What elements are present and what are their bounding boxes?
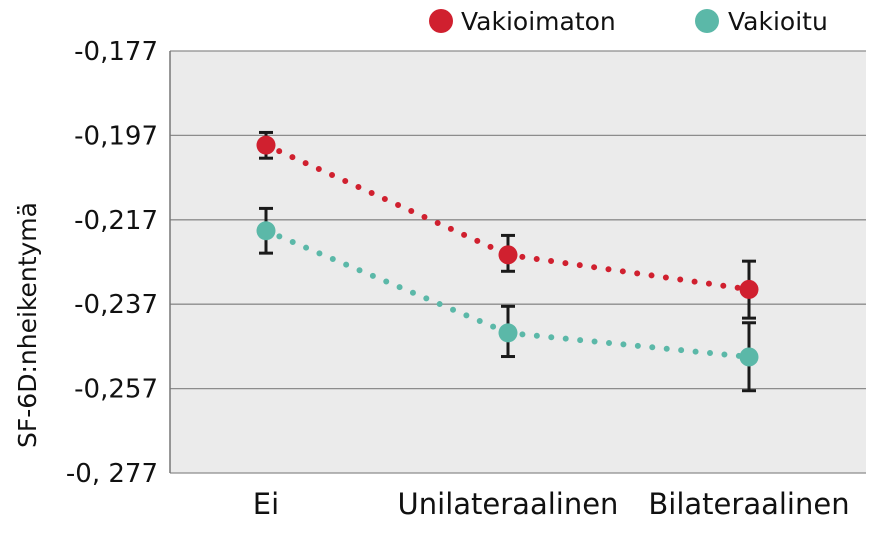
y-tick-label: -0,177 (74, 37, 158, 67)
x-tick-labels: Ei Unilateraalinen Bilateraalinen (253, 487, 850, 521)
series-line-segment (263, 227, 511, 336)
legend-label: Vakioimaton (461, 7, 616, 36)
legend: Vakioimaton Vakioitu (429, 7, 828, 36)
data-point (256, 221, 276, 241)
x-tick-label: Unilateraalinen (398, 487, 619, 521)
series-vakioimaton (256, 130, 759, 320)
y-tick-label: -0,237 (74, 290, 158, 320)
plot-background (170, 51, 866, 473)
series-line-segment (263, 142, 511, 258)
legend-marker (695, 9, 719, 33)
data-point (739, 279, 759, 299)
series-group (256, 130, 759, 393)
data-point (498, 323, 518, 343)
legend-marker (429, 9, 453, 33)
data-point (739, 347, 759, 367)
y-tick-label: -0,217 (74, 206, 158, 236)
data-point (498, 245, 518, 265)
series-line-segment (505, 329, 752, 360)
y-tick-label: -0,257 (74, 375, 158, 405)
legend-label: Vakioitu (728, 7, 828, 36)
y-tick-labels: -0,177 -0,197 -0,217 -0,237 -0,257 -0, 277 (66, 37, 158, 489)
gridlines (170, 50, 866, 474)
x-tick-label: Ei (253, 487, 279, 521)
legend-item-vakioimaton: Vakioimaton (429, 7, 616, 36)
series-line-segment (505, 251, 752, 293)
legend-item-vakioitu: Vakioitu (695, 7, 828, 36)
x-tick-label: Bilateraalinen (648, 487, 849, 521)
y-tick-label: -0, 277 (66, 459, 158, 489)
series-vakioitu (256, 206, 759, 393)
y-axis-label: SF-6D:nheikentymä (13, 202, 42, 448)
y-tick-label: -0,197 (74, 121, 158, 151)
data-point (256, 135, 276, 155)
